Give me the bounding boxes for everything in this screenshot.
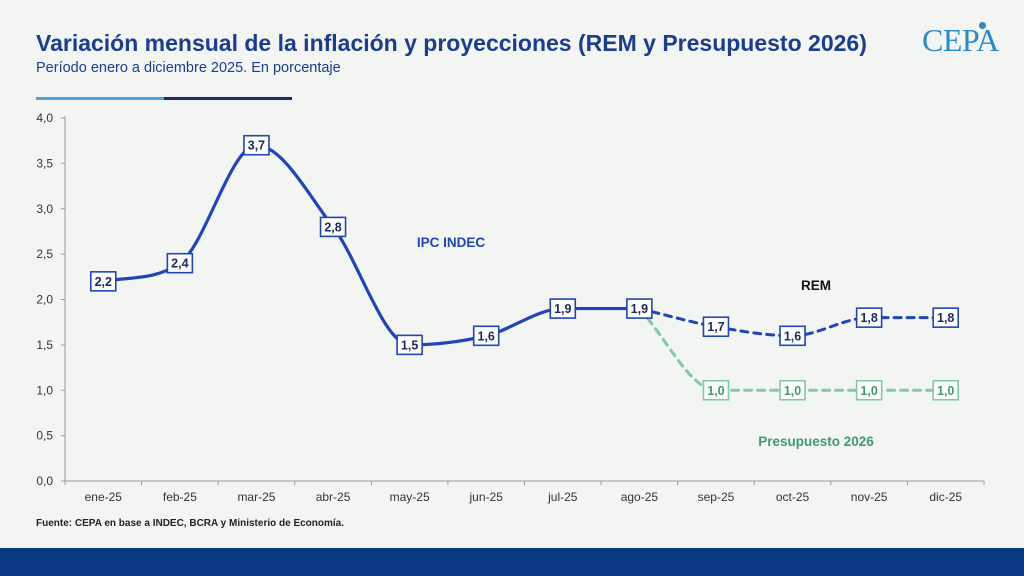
x-tick-label: ago-25: [621, 490, 659, 504]
ipc-indec-data-label: 1,5: [401, 338, 418, 352]
ipc-indec-data-label: 1,9: [554, 302, 571, 316]
rem-point-marker: [702, 316, 730, 338]
rem-point-marker: [932, 307, 960, 328]
presupuesto-2026-series-label: Presupuesto 2026: [758, 434, 874, 449]
logo-accent-icon: [979, 22, 986, 29]
presupuesto-2026-point-marker: [779, 379, 806, 401]
cepa-logo: CEPA: [922, 22, 999, 58]
y-tick-label: 2,5: [36, 247, 53, 261]
x-tick-label: jun-25: [469, 490, 504, 504]
rem-point-marker: [779, 325, 806, 347]
y-tick-label: 3,0: [36, 202, 53, 216]
x-tick-label: mar-25: [237, 490, 275, 504]
rem-data-label: 1,7: [707, 320, 724, 334]
y-tick-label: 0,0: [36, 474, 53, 488]
x-tick-label: sep-25: [698, 490, 735, 504]
x-tick-label: feb-25: [163, 490, 197, 504]
ipc-indec-data-label: 2,8: [324, 220, 341, 234]
presupuesto-2026-point-marker: [932, 379, 960, 401]
presupuesto-2026-point-marker: [702, 379, 730, 401]
x-tick-label: nov-25: [851, 490, 888, 504]
source-note: Fuente: CEPA en base a INDEC, BCRA y Min…: [36, 518, 345, 529]
presupuesto-2026-data-label: 1,0: [784, 384, 801, 398]
ipc-indec-point-marker: [243, 134, 270, 156]
x-tick-label: jul-25: [547, 490, 578, 504]
y-tick-label: 3,5: [36, 156, 53, 170]
x-tick-label: abr-25: [316, 490, 351, 504]
x-tick-label: oct-25: [776, 490, 810, 504]
y-tick-label: 1,5: [36, 338, 53, 352]
ipc-indec-data-label: 1,6: [478, 329, 495, 343]
chart-title: Variación mensual de la inflación y proy…: [36, 30, 867, 56]
y-tick-label: 0,5: [36, 429, 53, 443]
y-tick-label: 4,0: [36, 111, 53, 125]
y-tick-label: 2,0: [36, 293, 53, 307]
chart-subtitle: Período enero a diciembre 2025. En porce…: [36, 60, 341, 76]
ipc-indec-data-label: 2,4: [171, 257, 188, 271]
presupuesto-2026-point-marker: [855, 379, 883, 401]
rem-point-marker: [855, 307, 883, 328]
y-tick-label: 1,0: [36, 383, 53, 397]
presupuesto-2026-line: [637, 307, 948, 392]
ipc-indec-point-marker: [166, 252, 194, 274]
footer-bar: [0, 548, 1024, 576]
ipc-indec-series-label: IPC INDEC: [417, 235, 486, 250]
ipc-indec-data-label: 2,2: [95, 275, 112, 289]
title-rule-light: [36, 97, 164, 100]
rem-data-label: 1,6: [784, 329, 801, 343]
ipc-indec-point-marker: [626, 298, 653, 319]
x-tick-label: dic-25: [929, 490, 962, 504]
x-tick-label: ene-25: [85, 490, 123, 504]
presupuesto-2026-data-label: 1,0: [860, 384, 877, 398]
x-tick-label: may-25: [390, 490, 430, 504]
ipc-indec-data-label: 3,7: [248, 139, 265, 153]
presupuesto-2026-data-label: 1,0: [707, 384, 724, 398]
ipc-indec-point-marker: [319, 216, 347, 238]
rem-data-label: 1,8: [860, 311, 877, 325]
title-rule-dark: [164, 97, 292, 100]
rem-series-label: REM: [801, 278, 831, 293]
presupuesto-2026-data-label: 1,0: [937, 384, 954, 398]
ipc-indec-point-marker: [472, 325, 500, 347]
rem-data-label: 1,8: [937, 311, 954, 325]
ipc-indec-data-label: 1,9: [631, 302, 648, 316]
ipc-indec-line: [101, 143, 641, 347]
ipc-indec-point-marker: [396, 334, 423, 356]
ipc-indec-point-marker: [549, 298, 577, 319]
ipc-indec-point-marker: [89, 271, 117, 292]
